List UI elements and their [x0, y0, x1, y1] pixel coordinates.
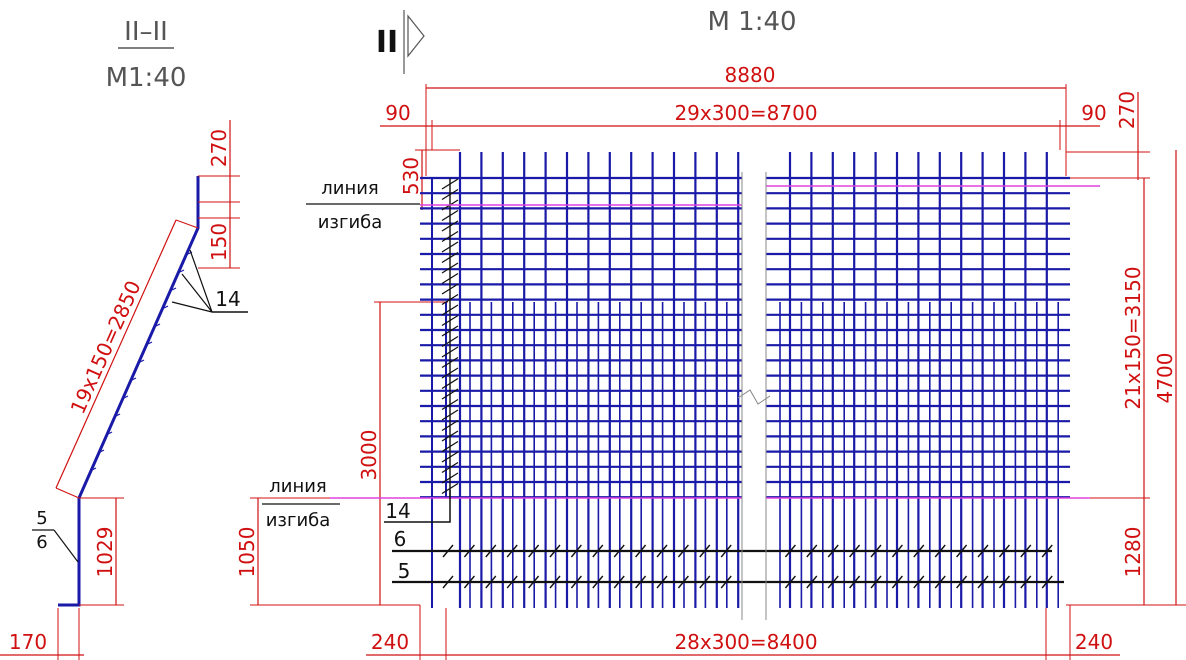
section-base-dim: 170 — [9, 630, 47, 654]
plan-section-mark: II — [376, 25, 398, 60]
section-fraction-top: 5 — [36, 508, 47, 529]
plan-bottom-right-edge: 240 — [1075, 630, 1113, 654]
plan-overall-width: 8880 — [725, 63, 776, 87]
plan-left-top-offset: 530 — [399, 157, 423, 195]
rebar-grid — [392, 152, 1070, 608]
plan-bottom-spacing: 28x300=8400 — [674, 630, 817, 654]
bend-label-1b: изгиба — [318, 212, 383, 233]
plan-right-spacing: 21x150=3150 — [1121, 266, 1145, 409]
plan-left-lower-height: 3000 — [357, 430, 381, 481]
plan-top-right-offset: 270 — [1115, 91, 1139, 129]
plan-left-bottom-height: 1050 — [235, 527, 259, 578]
plan-scale: M 1:40 — [707, 7, 796, 37]
bend-label-2b: изгиба — [266, 510, 331, 531]
plan-top-spacing: 29x300=8700 — [674, 101, 817, 125]
section-title: II–II — [124, 17, 168, 47]
section-slope-dim: 19x150=2850 — [66, 277, 146, 418]
bend-label-2: линия — [269, 476, 327, 497]
plan-bottom-left-edge: 240 — [371, 630, 409, 654]
section-step-dim: 150 — [207, 223, 231, 261]
plan-right-bottom: 1280 — [1121, 527, 1145, 578]
section-callout-14: 14 — [215, 287, 240, 311]
plan-view: II M 1:40 8880 29x300=8700 90 90 270 530… — [235, 7, 1186, 660]
plan-top-left-edge: 90 — [385, 101, 410, 125]
section-scale: M1:40 — [106, 63, 187, 93]
section-fraction-bottom: 6 — [36, 532, 47, 553]
bend-label-1: линия — [321, 178, 379, 199]
pos-6-label: 6 — [394, 527, 407, 551]
section-vertical-dim: 1029 — [93, 527, 117, 578]
section-view: II–II M1:40 19x150=2850 270 150 — [0, 17, 248, 660]
section-top-dim: 270 — [207, 129, 231, 167]
plan-right-overall: 4700 — [1153, 353, 1177, 404]
pos-5-label: 5 — [398, 559, 411, 583]
plan-top-right-edge: 90 — [1081, 101, 1106, 125]
pos-14-label: 14 — [385, 499, 410, 523]
